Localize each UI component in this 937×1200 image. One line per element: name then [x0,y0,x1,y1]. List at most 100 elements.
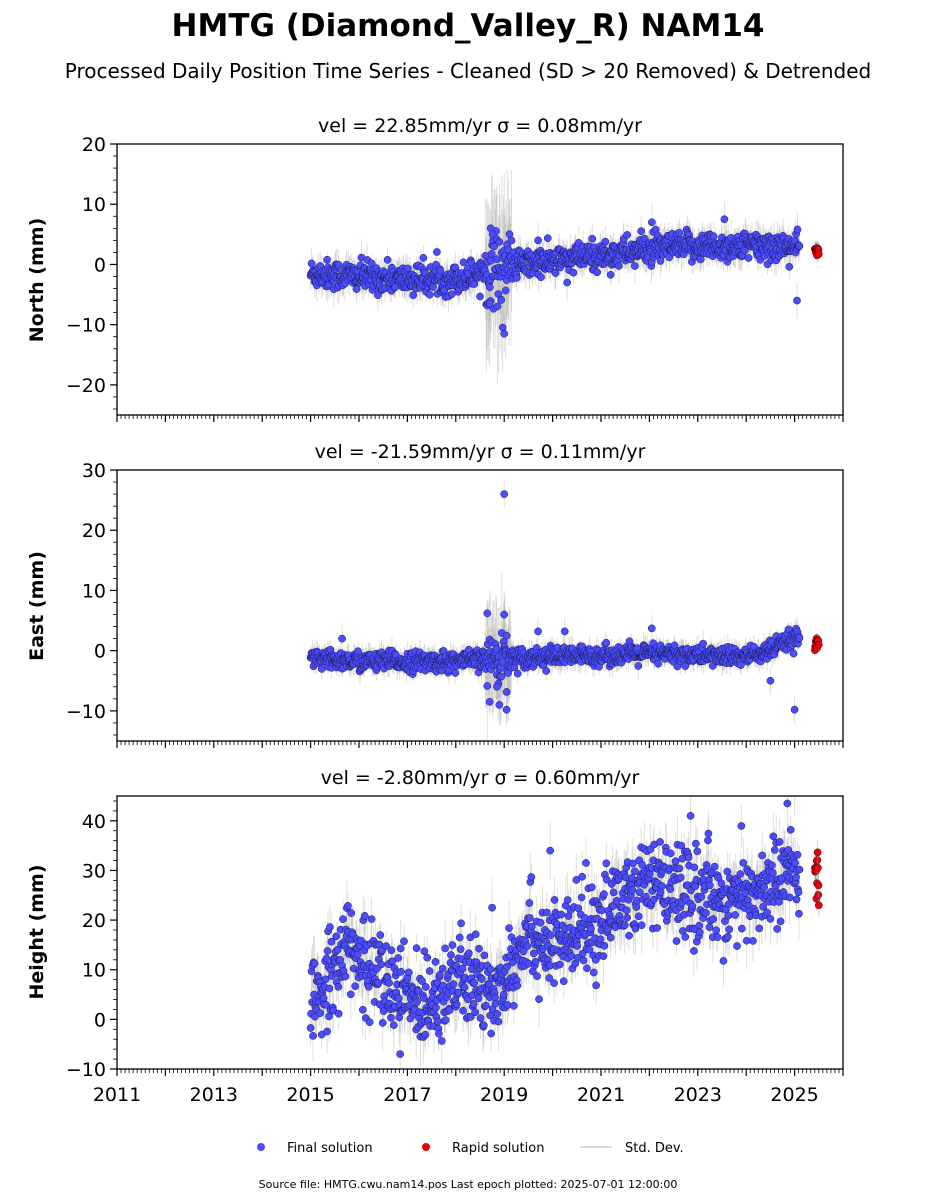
east-final-point [502,688,511,696]
north-plot-area [306,169,823,384]
north-y-tick-label: −10 [66,315,106,337]
north-final-point [606,270,615,279]
north-final-point [500,329,509,338]
height-y-axis-label: Height (mm) [26,864,48,999]
north-rapid-solution-points [811,240,823,263]
east-final-point [699,639,707,648]
north-final-point [720,215,729,224]
east-final-point [513,669,522,678]
east-final-point [497,672,506,681]
north-final-point [391,283,400,291]
north-final-point [467,258,476,267]
north-final-point [637,227,646,236]
north-final-point [490,242,498,251]
east-y-tick-label: −10 [66,701,106,723]
north-final-point [493,302,502,311]
east-final-point [789,649,798,658]
east-final-point [483,682,492,690]
north-final-point [631,262,639,270]
north-final-point [543,234,552,243]
east-final-point [790,705,799,714]
east-final-point [485,698,494,706]
north-final-point [551,269,560,277]
east-y-tick-label: 0 [94,641,106,663]
east-final-point [492,644,501,653]
north-final-point [507,236,516,245]
height-panel: vel = -2.80mm/yr σ = 0.60mm/yr Height (m… [26,767,844,1106]
north-final-point [425,290,434,299]
north-final-point [623,231,631,239]
north-final-point [485,299,494,308]
north-final-point [383,256,392,264]
north-final-point [459,258,468,267]
north-final-point [409,291,418,300]
north-x-ticks [116,415,844,422]
north-final-point [497,295,506,304]
east-final-point [500,610,509,619]
north-final-point [675,229,684,237]
north-final-point [433,248,441,256]
east-final-point [451,669,460,677]
north-final-point [588,234,597,243]
east-final-point [534,627,542,636]
north-final-point [793,296,801,305]
east-rapid-point [814,640,823,649]
east-plot-area [306,480,823,741]
north-panel: vel = 22.85mm/yr σ = 0.08mm/yr North (mm… [26,115,844,422]
east-final-point [502,631,511,640]
height-velocity-title: vel = -2.80mm/yr σ = 0.60mm/yr [321,767,640,789]
east-final-point [502,705,511,714]
east-final-point [493,682,501,691]
north-final-point [793,225,802,234]
east-final-point [634,662,643,670]
east-final-solution-points [306,490,804,714]
north-y-tick-label: 0 [94,254,106,276]
east-final-point [602,638,611,647]
north-final-point [419,254,428,262]
north-final-point [593,268,601,277]
east-velocity-title: vel = -21.59mm/yr σ = 0.11mm/yr [315,441,646,463]
north-rapid-point [814,250,823,258]
east-axes-frame [116,469,844,742]
north-final-point [744,254,753,262]
east-final-point [681,662,690,671]
north-final-point [495,237,504,246]
east-final-point [560,627,569,636]
north-final-point [785,262,794,271]
north-final-point [512,274,521,282]
north-final-point [501,286,510,295]
north-final-point [601,237,610,246]
north-final-point [352,285,361,293]
north-y-ticks: 20 10 0 −10 −20 [66,134,117,410]
east-y-tick-label: 30 [82,460,106,482]
north-final-point [795,242,804,250]
east-final-point [654,659,662,668]
north-final-point [488,230,497,239]
east-final-point [766,676,775,685]
north-final-point [307,259,316,268]
east-final-point [542,667,551,675]
east-final-point [495,701,504,709]
figure-title: HMTG (Diamond_Valley_R) NAM14 [172,8,765,44]
north-final-point [323,256,331,264]
north-final-point [404,264,412,273]
north-velocity-title: vel = 22.85mm/yr σ = 0.08mm/yr [318,115,642,137]
east-y-axis-label: East (mm) [26,551,48,661]
north-final-point [569,268,578,277]
north-final-point [740,246,749,255]
height-plot-area [306,796,823,1069]
north-final-point [436,266,445,275]
east-final-point [338,634,346,643]
east-final-point [354,647,362,656]
north-final-point [615,262,623,270]
east-final-point [500,490,509,498]
north-final-point [647,218,656,227]
north-final-solution-points [306,215,804,338]
east-rapid-solution-points [811,632,823,656]
east-panel: vel = -21.59mm/yr σ = 0.11mm/yr East (mm… [26,441,844,748]
north-y-tick-label: 20 [82,134,106,156]
east-std-dev-bars [310,480,800,741]
east-y-ticks: 30 20 10 0 −10 [66,460,117,736]
east-final-point [795,634,804,642]
